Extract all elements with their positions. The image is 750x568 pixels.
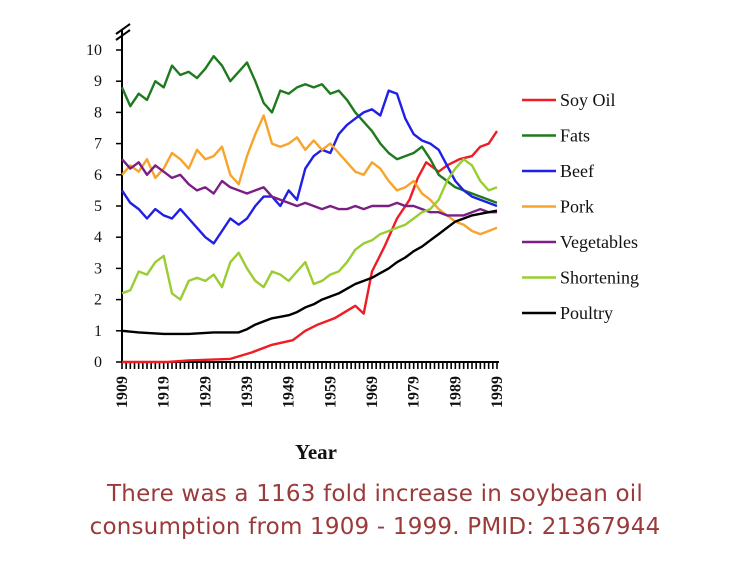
legend-label-fats: Fats (560, 126, 590, 146)
x-tick-label: 1939 (239, 376, 256, 408)
legend: Soy Oil Fats Beef Pork Vegetables Shortening P… (522, 90, 639, 323)
x-tick-label: 1969 (364, 376, 381, 408)
y-tick-label: 3 (94, 260, 102, 277)
x-tick-label: 1999 (489, 376, 506, 408)
legend-label-poultry: Poultry (560, 303, 613, 323)
legend-label-pork: Pork (560, 197, 594, 217)
y-axis-break-mark (115, 29, 131, 41)
y-tick-label: 6 (94, 167, 102, 184)
y-tick-label: 8 (94, 104, 102, 121)
x-tick-label: 1909 (114, 376, 131, 408)
y-tick-label: 2 (94, 292, 102, 309)
y-tick-label: 0 (94, 354, 102, 371)
chart-axes (115, 23, 499, 369)
series-line-fats (120, 55, 498, 205)
x-tick-label: 1949 (281, 376, 298, 408)
y-tick-label: 1 (94, 323, 102, 340)
legend-label-vegetables: Vegetables (560, 232, 638, 252)
legend-label-soy-oil: Soy Oil (560, 90, 616, 110)
x-tick-label: 1989 (447, 376, 464, 408)
y-tick-label: 10 (86, 42, 102, 59)
y-axis-break-mark (115, 23, 131, 35)
series-line-poultry (121, 209, 498, 336)
x-tick-labels: 1909 1919 1929 1939 1949 1959 1969 1979 1989 1999 (114, 376, 506, 408)
x-tick-label: 1929 (197, 376, 214, 408)
y-tick-labels: 0 1 2 3 4 5 6 7 8 9 10 (86, 42, 102, 371)
caption-line-2: consumption from 1909 - 1999. PMID: 2136… (89, 514, 661, 540)
series-line-beef (121, 89, 498, 245)
legend-label-shortening: Shortening (560, 268, 639, 288)
x-tick-label: 1959 (322, 376, 339, 408)
series-line-shortening (121, 158, 498, 301)
y-tick-label: 5 (94, 198, 102, 215)
caption-line-1: There was a 1163 fold increase in soybea… (107, 481, 643, 507)
caption: There was a 1163 fold increase in soybea… (0, 478, 750, 544)
chart: 0 1 2 3 4 5 6 7 8 9 10 1909 1919 1929 1939 1949 1959 196… (86, 23, 639, 464)
y-tick-label: 9 (94, 73, 102, 90)
series-lines (120, 55, 498, 364)
series-line-soy-oil (122, 130, 498, 364)
x-tick-label: 1919 (156, 376, 173, 408)
x-axis-label: Year (295, 440, 337, 464)
y-tick-label: 4 (94, 229, 102, 246)
legend-label-beef: Beef (560, 161, 594, 181)
y-tick-label: 7 (94, 136, 102, 153)
x-tick-label: 1979 (406, 376, 423, 408)
series-line-vegetables (121, 158, 497, 217)
